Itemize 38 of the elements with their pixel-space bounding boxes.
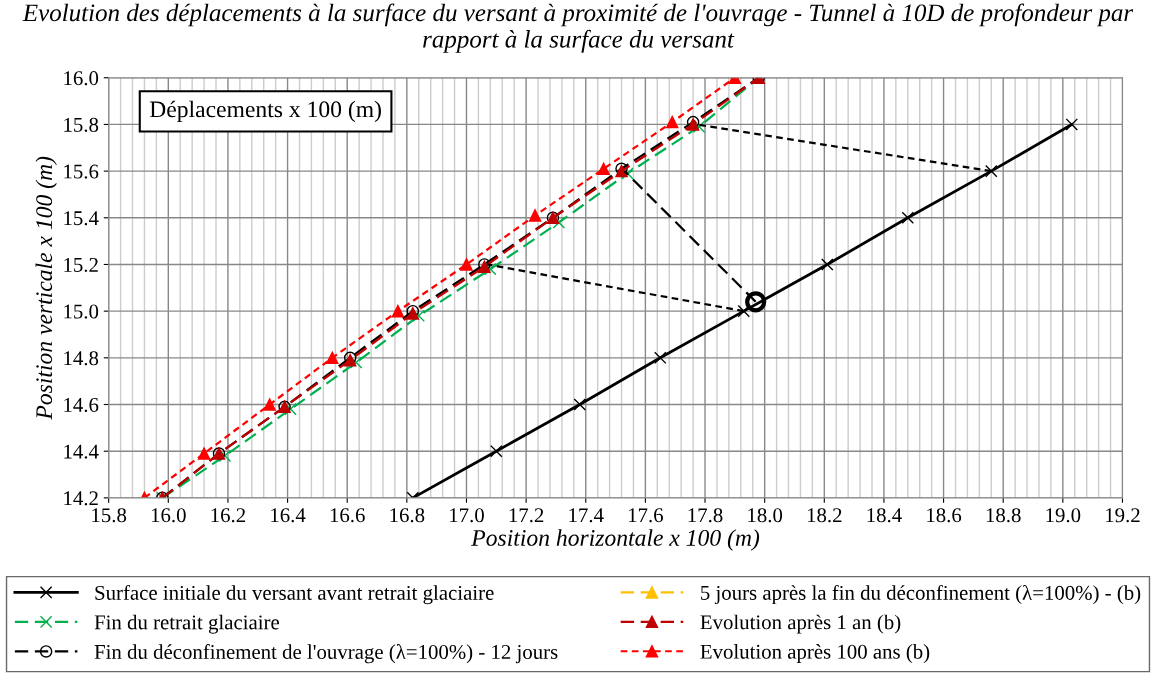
legend-label: Evolution après 100 ans (b) (700, 644, 930, 663)
x-axis-title: Position horizontale x 100 (m) (471, 529, 760, 551)
x-tick-label: 19.2 (1106, 508, 1140, 523)
y-tick-label: 15.0 (64, 304, 99, 319)
y-tick-label: 15.8 (64, 117, 99, 132)
y-tick-label: 15.6 (64, 164, 99, 179)
x-tick-label: 18.6 (927, 508, 962, 523)
x-tick-label: 16.8 (390, 508, 425, 523)
x-tick-label: 18.8 (986, 508, 1021, 523)
y-tick-label: 16.0 (64, 71, 99, 86)
x-tick-label: 16.2 (211, 508, 246, 523)
legend-label: 5 jours après la fin du déconfinement (λ=100%) - (b) (701, 585, 1141, 605)
x-tick-label: 17.4 (569, 508, 604, 523)
y-tick-label: 15.4 (64, 211, 99, 226)
y-tick-label: 14.8 (64, 351, 99, 366)
x-tick-label: 17.6 (628, 508, 663, 523)
legend-label: Fin du déconfinement de l'ouvrage (λ=100%) - 12 jours (94, 644, 558, 664)
annotation: Déplacements x 100 (m) (149, 100, 381, 123)
x-tick-label: 16.0 (151, 508, 186, 523)
x-tick-label: 19.0 (1046, 508, 1081, 523)
legend-label: Fin du retrait glaciaire (94, 614, 280, 634)
x-tick-label: 18.4 (867, 508, 902, 523)
y-axis-title: Position verticale x 100 (m) (35, 156, 57, 420)
x-tick-label: 15.8 (92, 508, 127, 523)
legend-label: Evolution après 1 an (b) (700, 614, 901, 634)
x-tick-label: 18.0 (748, 508, 783, 523)
chart-title: Evolution des déplacements à la surface du versant à proximité de l'ouvrage - Tunnel à 10D de profondeur par rapport à la surface du versant (22, 3, 1134, 53)
y-tick-label: 15.2 (64, 257, 98, 272)
y-tick-label: 14.6 (64, 397, 99, 413)
x-tick-label: 16.6 (330, 508, 365, 523)
y-tick-label: 14.2 (64, 491, 98, 506)
x-tick-label: 16.4 (271, 508, 306, 523)
x-tick-label: 17.8 (688, 508, 723, 523)
legend-label: Surface initiale du versant avant retrait glaciaire (95, 585, 494, 605)
y-tick-label: 14.4 (64, 444, 99, 459)
x-tick-label: 17.0 (450, 508, 484, 523)
x-tick-label: 18.2 (807, 508, 842, 523)
x-tick-label: 17.2 (509, 508, 544, 523)
